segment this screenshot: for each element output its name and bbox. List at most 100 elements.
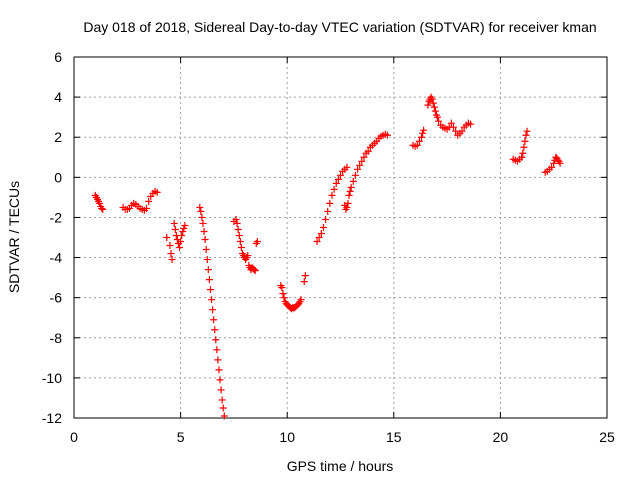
data-point bbox=[356, 161, 364, 169]
data-point bbox=[324, 207, 332, 215]
data-point bbox=[326, 199, 334, 207]
data-point bbox=[219, 404, 227, 412]
data-point bbox=[253, 238, 261, 246]
data-point bbox=[315, 234, 323, 241]
data-point bbox=[167, 250, 175, 258]
data-series-seg8 bbox=[341, 130, 391, 213]
data-point bbox=[214, 356, 222, 364]
data-point bbox=[346, 187, 354, 195]
data-point bbox=[200, 227, 208, 235]
data-point bbox=[142, 204, 150, 212]
data-point bbox=[383, 131, 391, 139]
data-point bbox=[429, 99, 437, 107]
data-point bbox=[206, 286, 214, 294]
data-point bbox=[180, 224, 188, 232]
data-point bbox=[360, 153, 368, 161]
data-point bbox=[163, 234, 171, 241]
data-point bbox=[177, 238, 185, 246]
data-point bbox=[297, 296, 305, 304]
data-series-seg4 bbox=[196, 203, 228, 420]
data-point bbox=[428, 95, 436, 103]
x-tick-label: 0 bbox=[70, 429, 78, 445]
data-series-seg7 bbox=[313, 163, 351, 246]
data-point bbox=[176, 244, 184, 252]
data-point bbox=[518, 153, 526, 161]
data-point bbox=[345, 191, 353, 199]
x-axis-label: GPS time / hours bbox=[287, 458, 394, 474]
data-point bbox=[201, 236, 209, 244]
data-point bbox=[244, 252, 252, 260]
data-point bbox=[208, 296, 216, 304]
data-series-seg9 bbox=[409, 126, 428, 150]
data-point bbox=[328, 191, 336, 199]
y-tick-label: -10 bbox=[42, 370, 62, 386]
data-series-seg5 bbox=[230, 215, 261, 275]
data-point bbox=[550, 159, 558, 167]
tick-layer: 0 5 10 15 20 25 -12 -10 -8 -6 -4 -2 0 2 4 6 bbox=[42, 49, 615, 445]
plot-frame bbox=[73, 56, 608, 419]
data-point bbox=[449, 123, 457, 131]
data-point bbox=[211, 326, 219, 334]
data-point bbox=[519, 149, 527, 157]
data-point bbox=[220, 412, 228, 420]
data-point bbox=[301, 272, 309, 280]
data-point bbox=[181, 221, 189, 229]
y-axis-label: SDTVAR / TECUs bbox=[6, 181, 22, 293]
data-point bbox=[280, 294, 288, 302]
data-point bbox=[364, 147, 372, 155]
data-point bbox=[415, 137, 423, 145]
data-point bbox=[179, 227, 187, 235]
data-point bbox=[212, 336, 220, 344]
data-point bbox=[205, 276, 213, 284]
x-tick-label: 20 bbox=[493, 429, 509, 445]
data-point bbox=[98, 204, 106, 212]
data-point bbox=[418, 133, 426, 141]
data-point bbox=[145, 197, 153, 205]
y-tick-label: -6 bbox=[50, 290, 63, 306]
data-point bbox=[343, 163, 351, 171]
data-point bbox=[435, 117, 443, 125]
data-point bbox=[354, 165, 362, 173]
data-point bbox=[213, 346, 221, 354]
data-point bbox=[250, 266, 258, 274]
data-point bbox=[234, 225, 242, 233]
chart-title: Day 018 of 2018, Sidereal Day-to-day VTE… bbox=[83, 19, 596, 35]
data-point bbox=[334, 175, 342, 183]
data-point bbox=[452, 127, 460, 135]
x-tick-label: 25 bbox=[599, 429, 615, 445]
data-point bbox=[171, 225, 179, 233]
data-point bbox=[217, 386, 225, 394]
data-series-seg11 bbox=[509, 127, 531, 165]
y-tick-label: -8 bbox=[50, 330, 63, 346]
data-point bbox=[210, 316, 218, 324]
data-point bbox=[458, 127, 466, 135]
data-series-seg12 bbox=[541, 153, 564, 176]
data-point bbox=[317, 229, 325, 237]
data-point bbox=[197, 207, 205, 215]
data-point bbox=[330, 185, 338, 193]
data-point bbox=[236, 238, 244, 246]
data-point bbox=[204, 266, 212, 274]
data-point bbox=[319, 223, 327, 231]
data-point bbox=[237, 244, 245, 252]
y-tick-label: 2 bbox=[54, 129, 62, 145]
data-point bbox=[166, 242, 174, 250]
data-point bbox=[332, 179, 340, 187]
data-point bbox=[313, 238, 321, 246]
data-point bbox=[199, 219, 207, 227]
y-tick-label: -4 bbox=[50, 250, 63, 266]
data-point bbox=[251, 267, 259, 275]
data-point bbox=[343, 203, 351, 211]
data-point bbox=[434, 113, 442, 121]
data-point bbox=[215, 366, 223, 374]
data-point bbox=[337, 171, 344, 179]
data-point bbox=[447, 119, 455, 127]
data-point bbox=[235, 231, 243, 239]
marker-layer bbox=[91, 93, 564, 420]
data-point bbox=[523, 127, 531, 135]
data-point bbox=[548, 163, 556, 171]
data-series-seg10 bbox=[424, 93, 475, 139]
data-point bbox=[232, 215, 240, 223]
x-tick-label: 10 bbox=[279, 429, 295, 445]
x-tick-label: 15 bbox=[386, 429, 402, 445]
